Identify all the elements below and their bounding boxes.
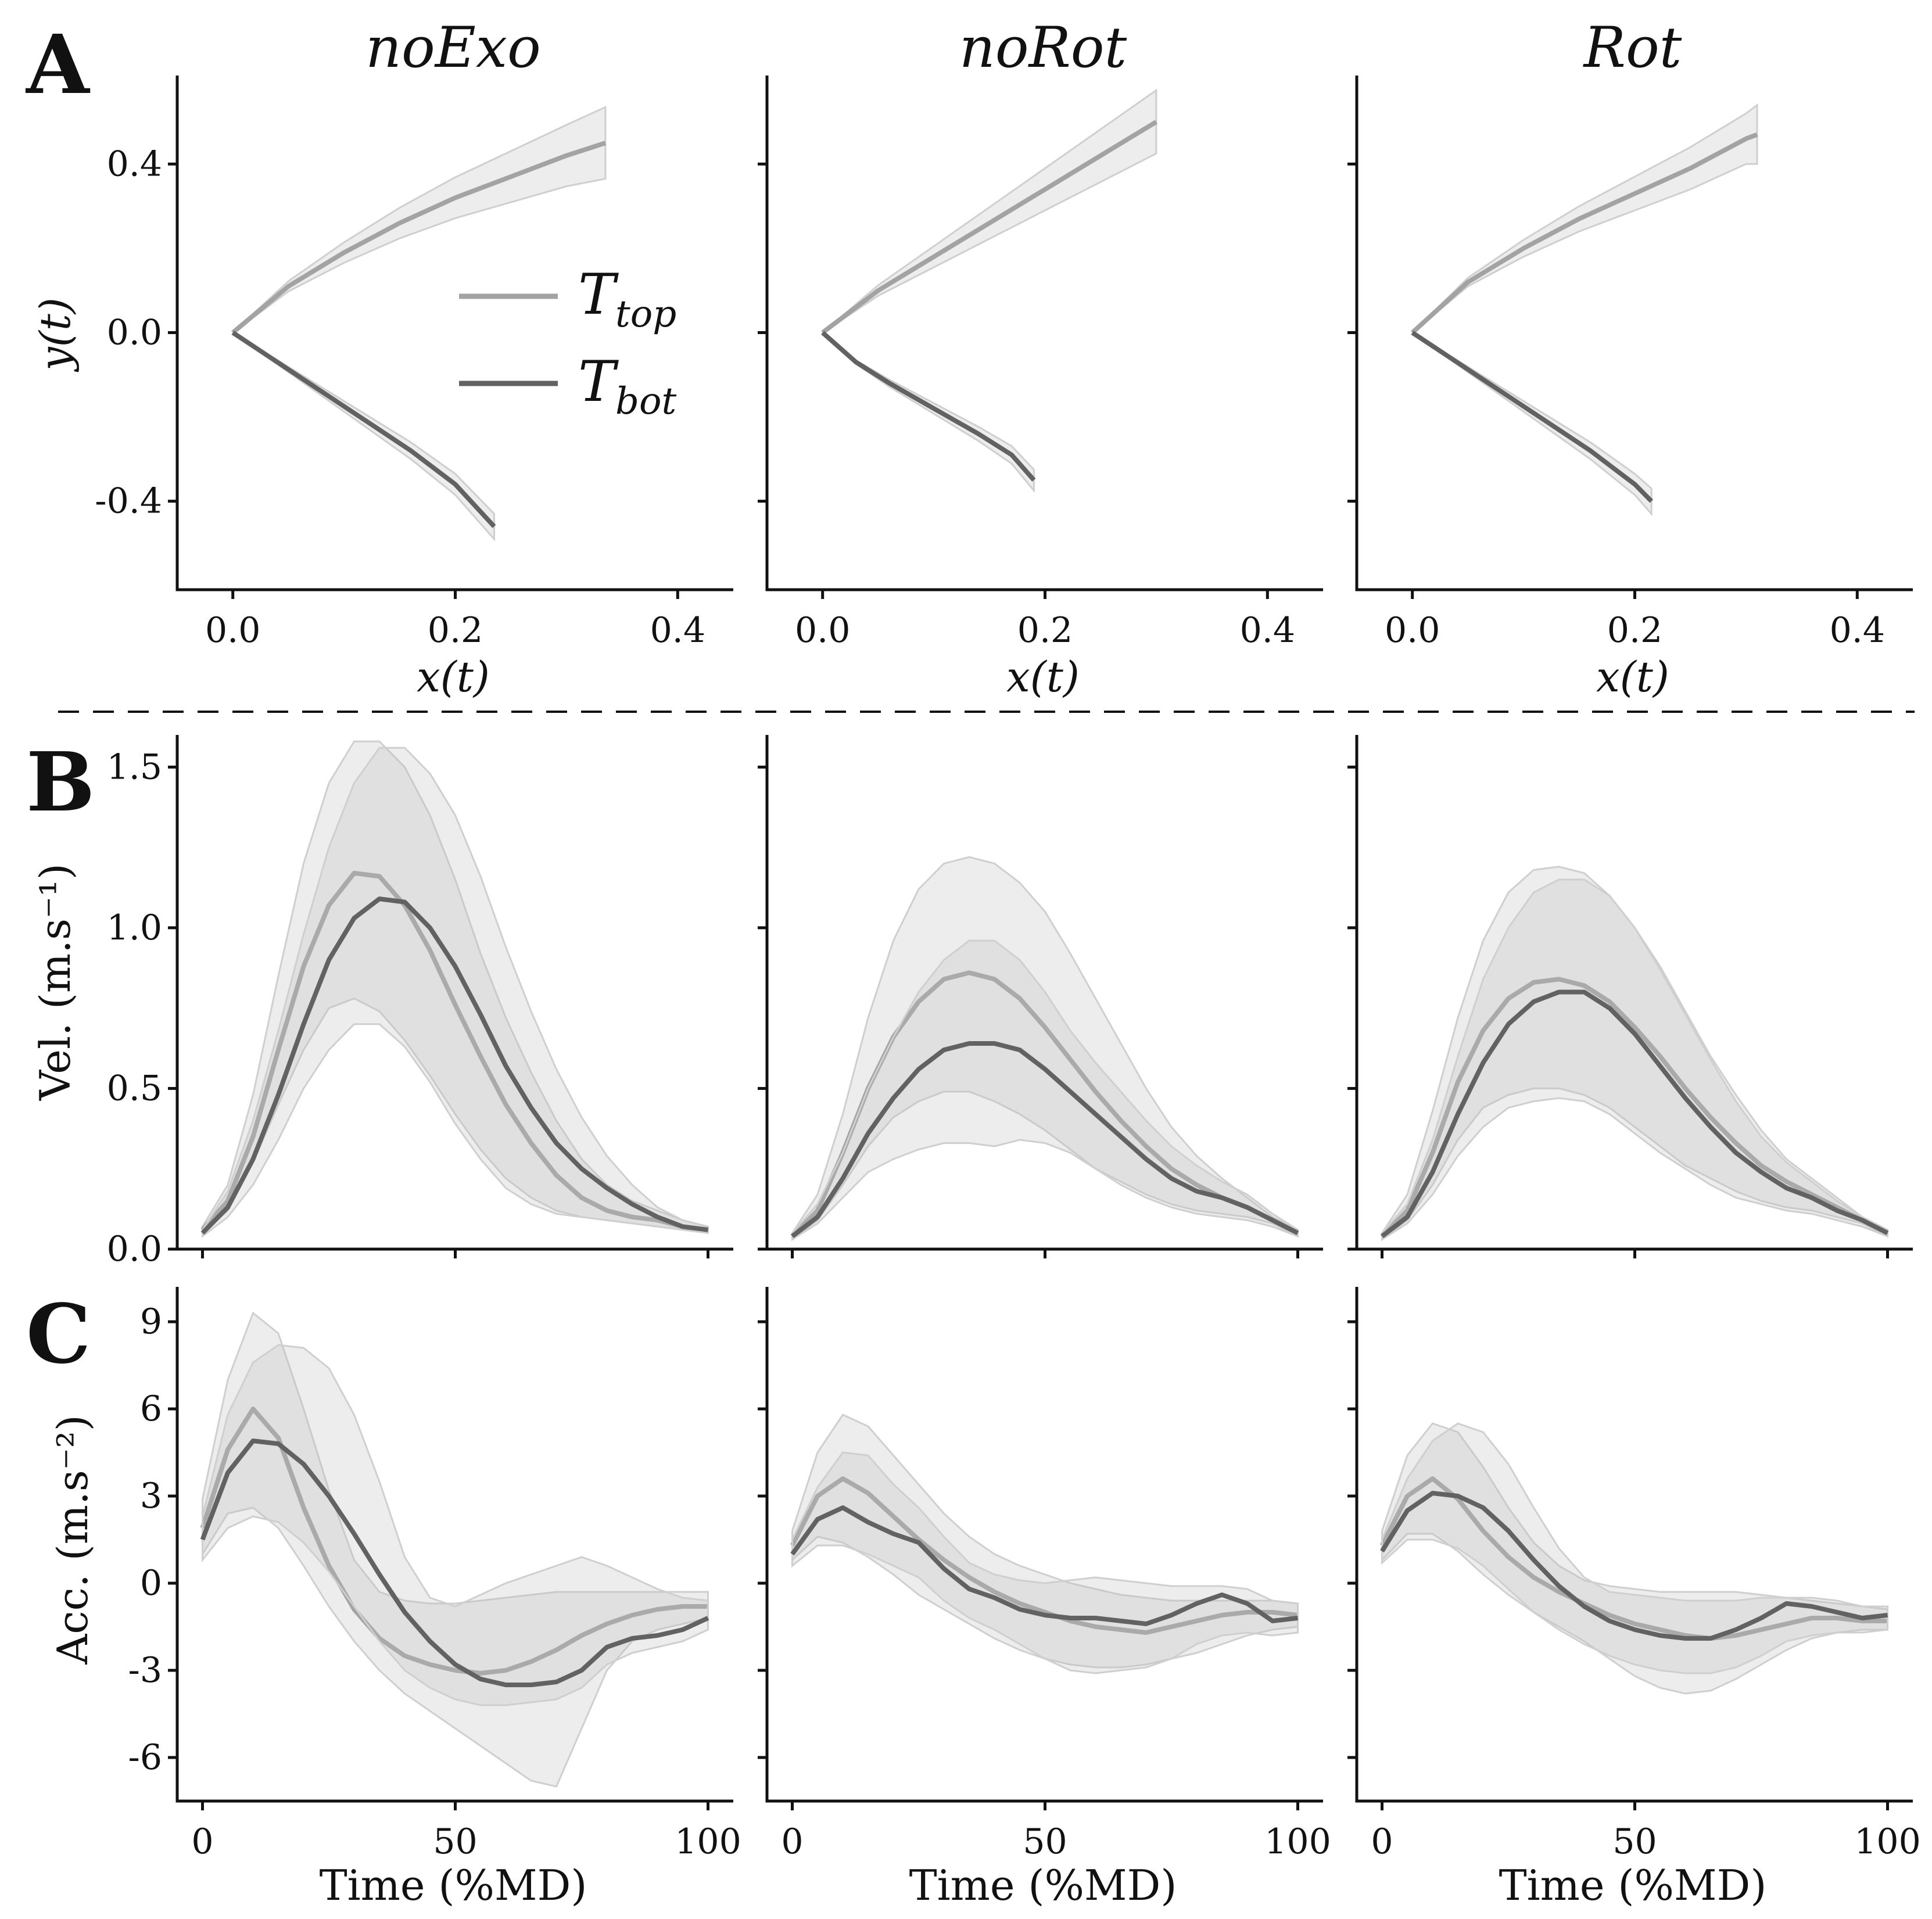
- panel-c-norot: 0 50 100: [758, 1287, 1331, 1862]
- panel-a-noexo: 0.4 0.0 -0.4 0.0 0.2 0.4: [95, 76, 733, 651]
- legend: Ttop Tbot: [459, 262, 677, 423]
- x-tick-label: 0.0: [1385, 610, 1440, 651]
- band-bot: [1411, 332, 1653, 516]
- column-title-rot: Rot: [1583, 15, 1682, 80]
- band-bot: [822, 332, 1035, 493]
- line-bot: [1411, 331, 1654, 503]
- x-axis-title-a-noexo: x(t): [417, 652, 490, 701]
- band-bot: [791, 1451, 1299, 1674]
- x-tick-label: 100: [1264, 1821, 1331, 1862]
- panel-a-norot: 0.0 0.2 0.4: [758, 76, 1323, 651]
- x-axis-title-a-rot: x(t): [1596, 652, 1669, 701]
- y-tick-label: -0.4: [95, 481, 162, 522]
- legend-label-bot-sub: bot: [615, 380, 677, 423]
- panel-a-rot: 0.0 0.2 0.4: [1347, 76, 1913, 651]
- x-tick-label: 0.0: [205, 610, 260, 651]
- y-tick-label: 0.4: [107, 144, 162, 184]
- panel-letter-c: C: [26, 1287, 91, 1382]
- axes-frame: [175, 76, 733, 591]
- column-title-noexo: noExo: [365, 15, 541, 80]
- y-axis-title-row-a: y(t): [31, 297, 80, 372]
- line-bot: [791, 1041, 1299, 1239]
- y-tick-label: 1.5: [107, 747, 162, 787]
- band-bot: [791, 939, 1299, 1242]
- line-top: [231, 141, 607, 335]
- x-tick-label: 0.2: [1607, 610, 1662, 651]
- axes-frame: [1355, 1287, 1913, 1803]
- band-bot: [1381, 1422, 1888, 1674]
- axes-frame: [765, 1287, 1323, 1803]
- legend-label-bot: Tbot: [578, 349, 677, 423]
- y-tick-label: 3: [140, 1476, 162, 1516]
- line-top: [790, 1476, 1298, 1635]
- x-tick-label: 100: [675, 1821, 741, 1862]
- x-tick-label: 0.4: [1830, 610, 1885, 651]
- line-bot: [1381, 989, 1889, 1239]
- panel-b-norot: [758, 735, 1323, 1258]
- y-tick-label: 0.5: [107, 1068, 162, 1109]
- legend-label-top-base: T: [578, 262, 619, 327]
- x-axis-title-c-noexo: Time (%MD): [320, 1861, 587, 1910]
- y-tick-label: 1.0: [107, 908, 162, 948]
- y-tick-label: 0.0: [107, 1229, 162, 1269]
- axes-frame: [175, 1287, 733, 1803]
- band-bot: [1381, 878, 1888, 1242]
- panels-layer: 0.40.0-0.40.0 0.2 0.4 0.0 0.2 0.4 0.0 0.2 0.40.0…: [95, 76, 1921, 1862]
- legend-label-bot-base: T: [578, 349, 619, 414]
- x-tick-label: 100: [1854, 1821, 1921, 1862]
- y-tick-label: 0.0: [107, 313, 162, 353]
- x-tick-label: 0: [191, 1821, 213, 1862]
- x-tick-label: 0.2: [1017, 610, 1073, 651]
- line-bot: [790, 1505, 1298, 1626]
- legend-label-top-sub: top: [615, 293, 676, 336]
- line-top: [200, 870, 709, 1232]
- band-top: [232, 106, 607, 333]
- y-tick-label: 9: [140, 1301, 162, 1342]
- band-bot: [202, 1344, 709, 1706]
- x-tick-label: 0.4: [650, 610, 705, 651]
- x-tick-label: 50: [1023, 1821, 1067, 1862]
- line-bot: [200, 896, 709, 1235]
- x-tick-label: 0.0: [795, 610, 850, 651]
- band-bot: [202, 747, 709, 1238]
- line-top: [821, 120, 1157, 335]
- y-tick-label: -6: [128, 1737, 162, 1778]
- y-tick-label: 0: [140, 1563, 162, 1604]
- panel-b-noexo: 0.0 0.5 1.0 1.5: [107, 735, 733, 1269]
- x-axis-title-c-norot: Time (%MD): [909, 1861, 1177, 1910]
- panel-letter-b: B: [26, 735, 95, 830]
- x-tick-label: 0: [1371, 1821, 1393, 1862]
- line-top: [200, 1407, 708, 1676]
- x-tick-label: 50: [1612, 1821, 1657, 1862]
- y-axis-title-row-b: Vel. (m.s⁻¹): [31, 863, 80, 1101]
- line-bot: [231, 331, 496, 528]
- line-top: [1379, 1476, 1888, 1641]
- x-axis-title-a-norot: x(t): [1006, 652, 1080, 701]
- line-top: [1411, 132, 1758, 335]
- panel-c-rot: 0 50 100: [1347, 1287, 1921, 1862]
- line-bot: [200, 1439, 709, 1687]
- y-tick-label: 6: [140, 1389, 162, 1429]
- y-tick-label: -3: [128, 1650, 162, 1691]
- panel-b-rot: [1347, 735, 1913, 1258]
- y-axis-title-row-c: Acc. (m.s⁻²): [48, 1415, 97, 1665]
- column-title-norot: noRot: [959, 15, 1127, 80]
- line-top: [1380, 977, 1889, 1238]
- x-tick-label: 0: [781, 1821, 803, 1862]
- x-axis-title-c-rot: Time (%MD): [1499, 1861, 1767, 1910]
- axes-frame: [1355, 76, 1913, 591]
- line-bot: [1380, 1491, 1888, 1641]
- axes-frame: [765, 76, 1323, 591]
- line-bot: [821, 331, 1036, 482]
- x-tick-label: 0.2: [428, 610, 483, 651]
- x-tick-label: 50: [433, 1821, 477, 1862]
- legend-label-top: Ttop: [578, 262, 676, 336]
- x-tick-label: 0.4: [1240, 610, 1295, 651]
- band-bot: [232, 332, 495, 541]
- panel-c-noexo: 9 6 3 0 -3 -6 0 50 100: [128, 1287, 741, 1862]
- panel-letter-a: A: [25, 17, 91, 113]
